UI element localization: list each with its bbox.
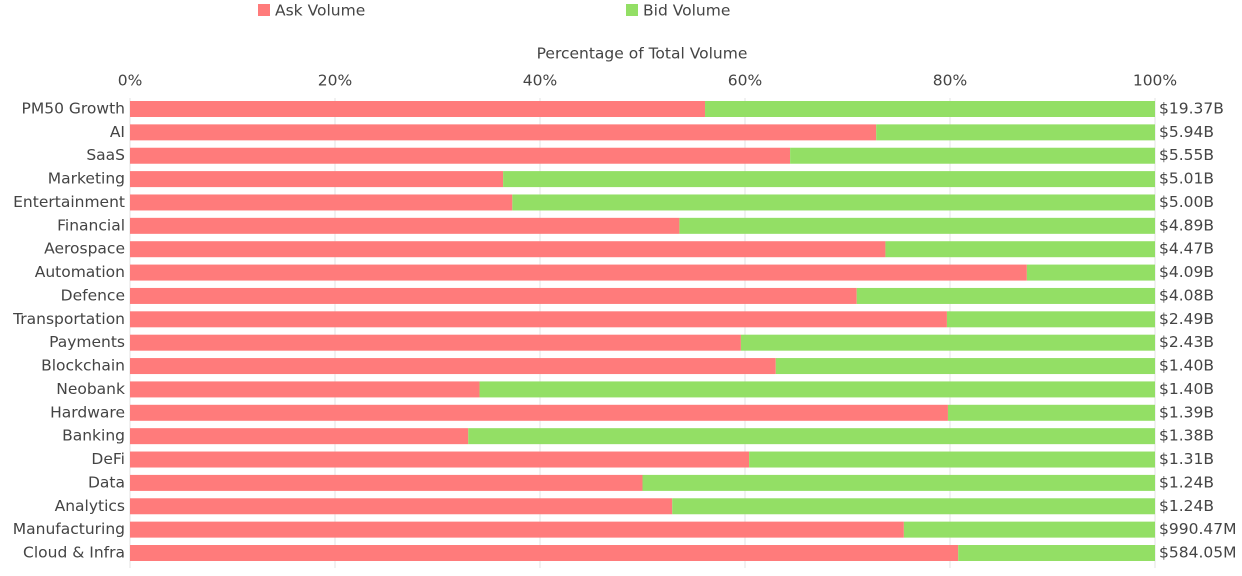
bar-segment bbox=[775, 358, 1155, 375]
y-tick-label: Automation bbox=[35, 263, 125, 281]
total-label: $5.01B bbox=[1159, 170, 1214, 188]
total-label: $584.05M bbox=[1159, 544, 1236, 562]
total-label: $1.38B bbox=[1159, 427, 1214, 445]
bar-segment bbox=[790, 147, 1155, 164]
bar-segment bbox=[130, 334, 741, 351]
bar-segment bbox=[876, 124, 1155, 141]
x-tick-label: 40% bbox=[523, 72, 557, 90]
total-label: $4.08B bbox=[1159, 286, 1214, 304]
bar-segment bbox=[1026, 264, 1155, 281]
total-label: $5.94B bbox=[1159, 123, 1214, 141]
y-tick-label: Aerospace bbox=[44, 240, 125, 258]
y-tick-label: Marketing bbox=[48, 170, 125, 188]
y-tick-label: Manufacturing bbox=[13, 520, 125, 538]
y-tick-label: Payments bbox=[49, 333, 125, 351]
y-tick-label: Transportation bbox=[12, 310, 125, 328]
total-label: $4.89B bbox=[1159, 216, 1214, 234]
legend-label: Bid Volume bbox=[643, 2, 730, 20]
bar-segment bbox=[130, 358, 776, 375]
x-tick-label: 20% bbox=[318, 72, 352, 90]
total-label: $1.31B bbox=[1159, 450, 1214, 468]
total-label: $1.39B bbox=[1159, 403, 1214, 421]
bar-segment bbox=[130, 545, 959, 561]
y-tick-label: Entertainment bbox=[13, 193, 125, 211]
bar-segment bbox=[130, 241, 886, 258]
bar-segment bbox=[885, 241, 1155, 258]
bar-segment bbox=[856, 287, 1155, 304]
bar-segment bbox=[468, 428, 1155, 445]
bar-segment bbox=[130, 521, 904, 538]
total-label: $4.09B bbox=[1159, 263, 1214, 281]
bar-segment bbox=[679, 217, 1155, 234]
x-tick-label: 80% bbox=[933, 72, 967, 90]
total-label: $1.24B bbox=[1159, 473, 1214, 491]
bar-segment bbox=[503, 171, 1156, 188]
total-label: $5.00B bbox=[1159, 193, 1214, 211]
total-label: $1.40B bbox=[1159, 357, 1214, 375]
total-label: $19.37B bbox=[1159, 100, 1224, 118]
legend-label: Ask Volume bbox=[275, 2, 365, 20]
y-tick-label: AI bbox=[110, 123, 125, 141]
legend-swatch bbox=[626, 4, 638, 16]
y-tick-label: Financial bbox=[57, 216, 125, 234]
bar-segment bbox=[130, 428, 469, 445]
bar-segment bbox=[749, 451, 1155, 468]
bar-segment bbox=[479, 381, 1155, 398]
total-label: $990.47M bbox=[1159, 520, 1236, 538]
bar-segment bbox=[130, 101, 706, 117]
bar-segment bbox=[130, 311, 947, 328]
x-axis-title: Percentage of Total Volume bbox=[537, 45, 748, 63]
bar-segment bbox=[512, 194, 1155, 211]
x-tick-label: 100% bbox=[1133, 72, 1177, 90]
bar-segment bbox=[130, 171, 504, 188]
bar-segment bbox=[130, 451, 750, 468]
legend-swatch bbox=[258, 4, 270, 16]
y-tick-label: Data bbox=[88, 473, 125, 491]
bar-segment bbox=[130, 498, 673, 515]
y-tick-label: Cloud & Infra bbox=[23, 544, 125, 562]
y-tick-label: DeFi bbox=[91, 450, 125, 468]
bar-segment bbox=[130, 404, 948, 421]
total-label: $1.24B bbox=[1159, 497, 1214, 515]
total-label: $4.47B bbox=[1159, 240, 1214, 258]
bar-segment bbox=[705, 101, 1155, 117]
bar-segment bbox=[740, 334, 1155, 351]
bar-segment bbox=[130, 147, 791, 164]
y-tick-label: Blockchain bbox=[41, 357, 125, 375]
y-tick-label: Analytics bbox=[55, 497, 125, 515]
bar-segment bbox=[947, 404, 1155, 421]
total-label: $1.40B bbox=[1159, 380, 1214, 398]
bar-segment bbox=[672, 498, 1155, 515]
bar-segment bbox=[130, 264, 1027, 281]
bar-segment bbox=[130, 194, 513, 211]
y-tick-label: Neobank bbox=[56, 380, 125, 398]
y-tick-label: Banking bbox=[62, 427, 125, 445]
bar-segment bbox=[946, 311, 1155, 328]
bar-segment bbox=[903, 521, 1155, 538]
y-tick-label: SaaS bbox=[86, 146, 125, 164]
x-tick-label: 60% bbox=[728, 72, 762, 90]
total-label: $2.43B bbox=[1159, 333, 1214, 351]
bar-segment bbox=[958, 545, 1155, 561]
bar-segment bbox=[130, 474, 643, 491]
bar-segment bbox=[130, 217, 680, 234]
total-label: $5.55B bbox=[1159, 146, 1214, 164]
y-tick-label: Defence bbox=[61, 286, 125, 304]
bar-segment bbox=[130, 381, 480, 398]
bar-segment bbox=[130, 287, 857, 304]
bar-segment bbox=[130, 124, 877, 141]
y-tick-label: PM50 Growth bbox=[22, 100, 125, 118]
total-label: $2.49B bbox=[1159, 310, 1214, 328]
y-tick-label: Hardware bbox=[50, 403, 125, 421]
x-tick-label: 0% bbox=[118, 72, 143, 90]
bar-segment bbox=[642, 474, 1155, 491]
